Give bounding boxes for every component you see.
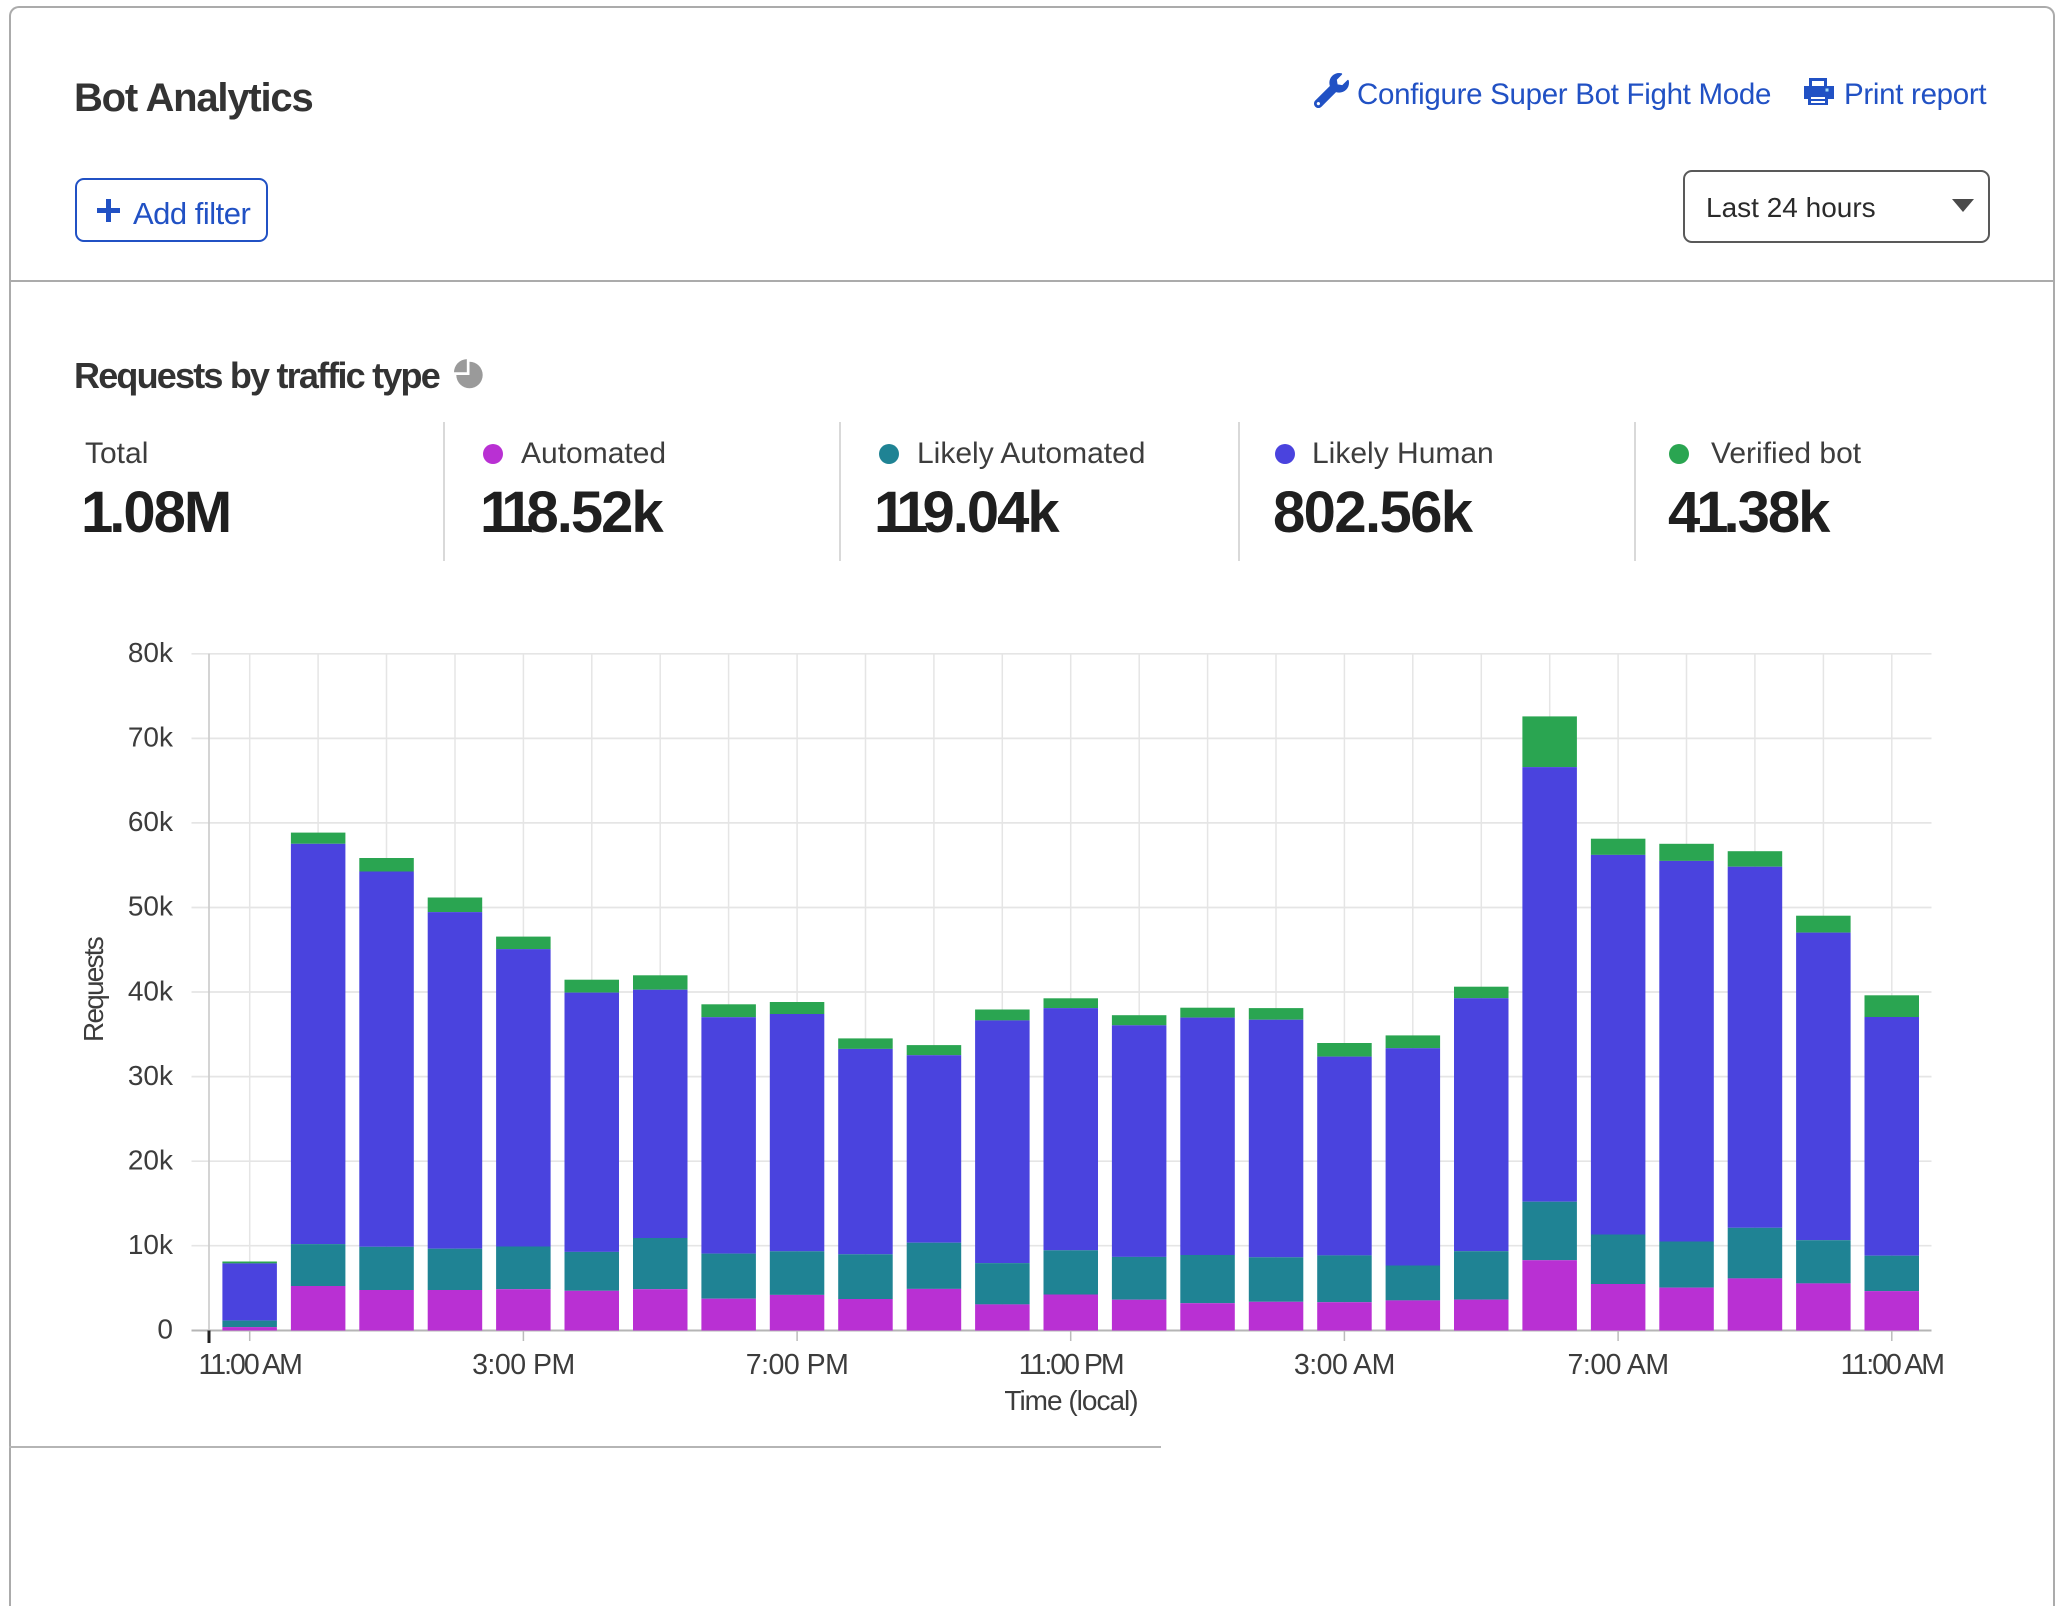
svg-text:Time (local): Time (local) — [1004, 1385, 1137, 1416]
svg-text:30k: 30k — [128, 1060, 174, 1091]
svg-text:50k: 50k — [128, 891, 174, 922]
svg-text:Requests: Requests — [78, 937, 109, 1042]
svg-text:11:00 PM: 11:00 PM — [1019, 1349, 1123, 1381]
svg-text:11:00 AM: 11:00 AM — [199, 1349, 302, 1381]
svg-text:3:00 AM: 3:00 AM — [1294, 1349, 1395, 1381]
svg-text:11:00 AM: 11:00 AM — [1841, 1349, 1944, 1381]
svg-text:20k: 20k — [128, 1144, 174, 1175]
svg-text:7:00 AM: 7:00 AM — [1568, 1349, 1669, 1381]
svg-text:60k: 60k — [128, 806, 174, 837]
svg-text:80k: 80k — [128, 637, 174, 668]
svg-text:40k: 40k — [128, 975, 174, 1006]
svg-text:10k: 10k — [128, 1229, 174, 1260]
svg-text:0: 0 — [157, 1314, 173, 1345]
svg-text:7:00 PM: 7:00 PM — [746, 1349, 849, 1381]
svg-text:70k: 70k — [128, 722, 174, 753]
svg-text:3:00 PM: 3:00 PM — [472, 1349, 575, 1381]
